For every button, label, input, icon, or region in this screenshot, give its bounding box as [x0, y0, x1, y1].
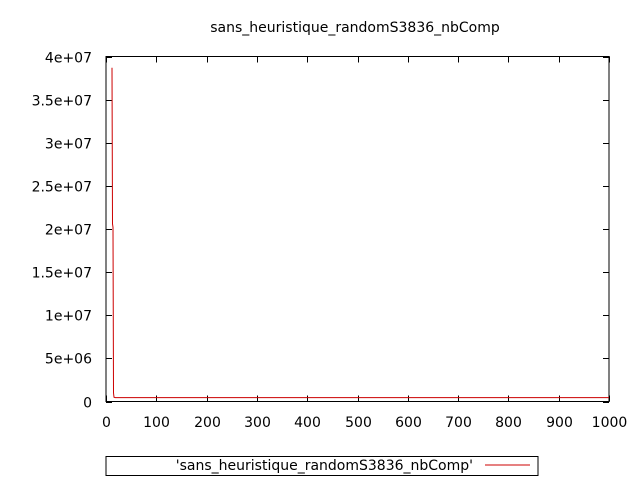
x-tick-label: 800 [495, 415, 522, 431]
x-tick-label: 1000 [592, 415, 628, 431]
x-tick-label: 600 [395, 415, 422, 431]
y-tick-label: 4e+07 [45, 51, 92, 67]
x-tick-label: 500 [345, 415, 372, 431]
y-tick-label: 1e+07 [45, 309, 92, 325]
series-line [111, 67, 609, 399]
x-tick-label: 700 [445, 415, 472, 431]
y-tick-label: 3.5e+07 [32, 94, 92, 110]
y-axis: 0 5e+06 1e+07 1.5e+07 2e+07 2.5e+07 3e+07 3.5e+… [32, 51, 609, 412]
x-tick-label: 200 [194, 415, 221, 431]
y-tick-label: 2.5e+07 [32, 180, 92, 196]
plot-frame [105, 56, 610, 402]
y-tick-label: 1.5e+07 [32, 266, 92, 282]
x-tick-label: 300 [244, 415, 271, 431]
legend: 'sans_heuristique_randomS3836_nbComp' [105, 456, 539, 476]
y-tick-label: 0 [83, 396, 92, 412]
x-axis: 0 100 200 300 400 500 600 700 800 900 1000 [102, 56, 628, 431]
chart-title: sans_heuristique_randomS3836_nbComp [210, 20, 500, 36]
x-tick-label: 900 [546, 415, 573, 431]
legend-box [105, 456, 539, 476]
x-tick-label: 400 [294, 415, 321, 431]
y-tick-label: 2e+07 [45, 223, 92, 239]
legend-label: 'sans_heuristique_randomS3836_nbComp' [176, 458, 473, 474]
x-tick-label: 100 [143, 415, 170, 431]
series-layer [111, 67, 609, 399]
y-tick-label: 5e+06 [45, 352, 92, 368]
y-tick-label: 3e+07 [45, 137, 92, 153]
x-tick-label: 0 [102, 415, 111, 431]
